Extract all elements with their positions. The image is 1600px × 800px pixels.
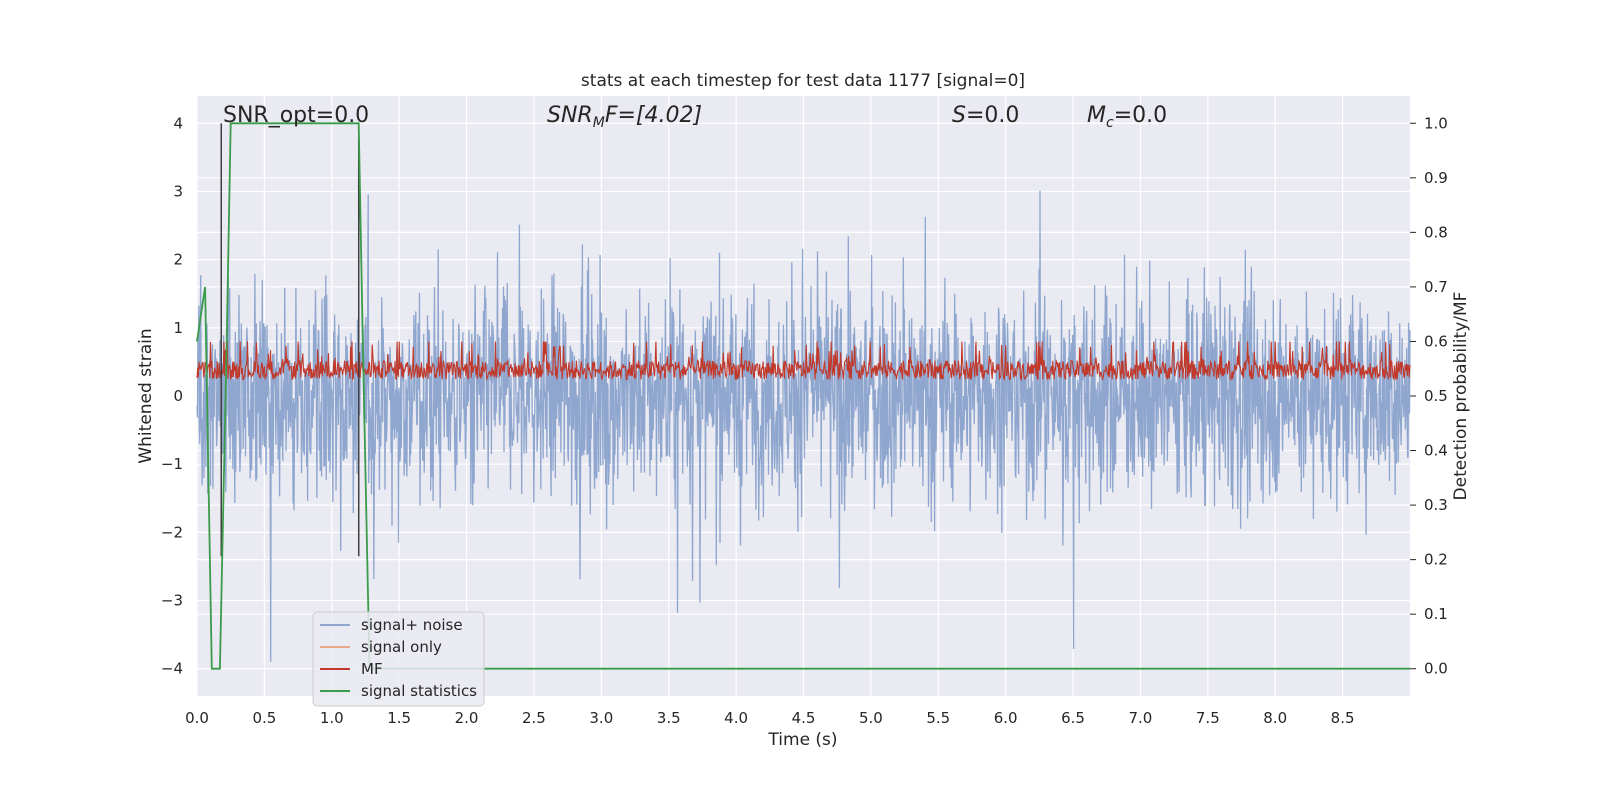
legend-label: MF (361, 660, 383, 678)
y2-tick-label: 0.6 (1424, 332, 1448, 350)
x-axis-ticks: 0.0 0.5 1.0 1.5 2.0 2.5 3.0 3.5 4.0 4.5 5.0 5.5 6.0 6… (185, 709, 1354, 727)
x-tick-label: 7.5 (1196, 709, 1220, 727)
x-tick-label: 8.5 (1331, 709, 1355, 727)
y2-tick-label: 0.1 (1424, 605, 1448, 623)
mf-line (196, 340, 1411, 382)
chart-title: stats at each timestep for test data 117… (581, 71, 1025, 91)
x-tick-label: 4.0 (724, 709, 748, 727)
y-tick-label: −2 (161, 523, 183, 541)
vertical-markers (220, 123, 360, 557)
y-tick-label: −1 (161, 455, 183, 473)
x-tick-label: 5.5 (926, 709, 950, 727)
y-tick-label: 3 (173, 182, 183, 200)
y2-axis-ticks: 1.0 0.9 0.8 0.7 0.6 0.5 0.4 0.3 0.2 0.1 0.0 (1410, 114, 1448, 678)
series-signal-statistics (196, 122, 1410, 670)
y2-tick-label: 0.8 (1424, 223, 1448, 241)
y-tick-label: 0 (173, 387, 183, 405)
y2-tick-label: 0.4 (1424, 442, 1448, 460)
y2-tick-label: 0.2 (1424, 551, 1448, 569)
y-tick-label: 1 (173, 319, 183, 337)
x-tick-label: 1.5 (387, 709, 411, 727)
annotation-mc: Mc=0.0 (1087, 103, 1167, 131)
y2-tick-label: 0.7 (1424, 278, 1448, 296)
x-tick-label: 8.0 (1263, 709, 1287, 727)
signal-statistics-line (196, 122, 1410, 670)
x-tick-label: 1.0 (320, 709, 344, 727)
y2-tick-label: 0.9 (1424, 169, 1448, 187)
x-tick-label: 3.5 (657, 709, 681, 727)
x-tick-label: 5.0 (859, 709, 883, 727)
x-tick-label: 2.0 (455, 709, 479, 727)
y2-tick-label: 0.5 (1424, 387, 1448, 405)
legend-label: signal+ noise (361, 616, 463, 634)
y2-tick-label: 1.0 (1424, 114, 1448, 132)
y2-axis-label: Detection probability/MF (1451, 292, 1471, 501)
legend-items: signal+ noise signal only MF signal statist… (320, 616, 477, 700)
annotation-s: S=0.0 (952, 103, 1019, 128)
annotation-snr-mf: SNRMF=[4.02] (547, 103, 702, 131)
x-tick-label: 0.0 (185, 709, 209, 727)
series-signal-noise (196, 190, 1411, 662)
x-tick-label: 7.0 (1129, 709, 1153, 727)
y2-tick-label: 0.3 (1424, 496, 1448, 514)
x-tick-label: 3.0 (589, 709, 613, 727)
x-tick-label: 6.5 (1061, 709, 1085, 727)
x-tick-label: 4.5 (792, 709, 816, 727)
x-axis-label: Time (s) (767, 730, 837, 750)
series-mf (196, 340, 1411, 382)
y-tick-label: −3 (161, 592, 183, 610)
x-tick-label: 2.5 (522, 709, 546, 727)
x-tick-label: 0.5 (252, 709, 276, 727)
y2-tick-label: 0.0 (1424, 660, 1448, 678)
legend-label: signal only (361, 638, 442, 656)
x-tick-label: 6.0 (994, 709, 1018, 727)
legend-label: signal statistics (361, 682, 477, 700)
legend: signal+ noise signal only MF signal statist… (312, 611, 485, 707)
y-tick-label: −4 (161, 660, 183, 678)
y-tick-label: 2 (173, 251, 183, 269)
y-axis-label: Whitened strain (136, 328, 156, 463)
annotation-snr-opt: SNR_opt=0.0 (223, 103, 369, 128)
y-tick-label: 4 (173, 114, 183, 132)
signal-noise-line (196, 190, 1411, 662)
y-axis-ticks: 4 3 2 1 0 −1 −2 −3 −4 (161, 114, 183, 677)
legend-box (312, 611, 485, 707)
